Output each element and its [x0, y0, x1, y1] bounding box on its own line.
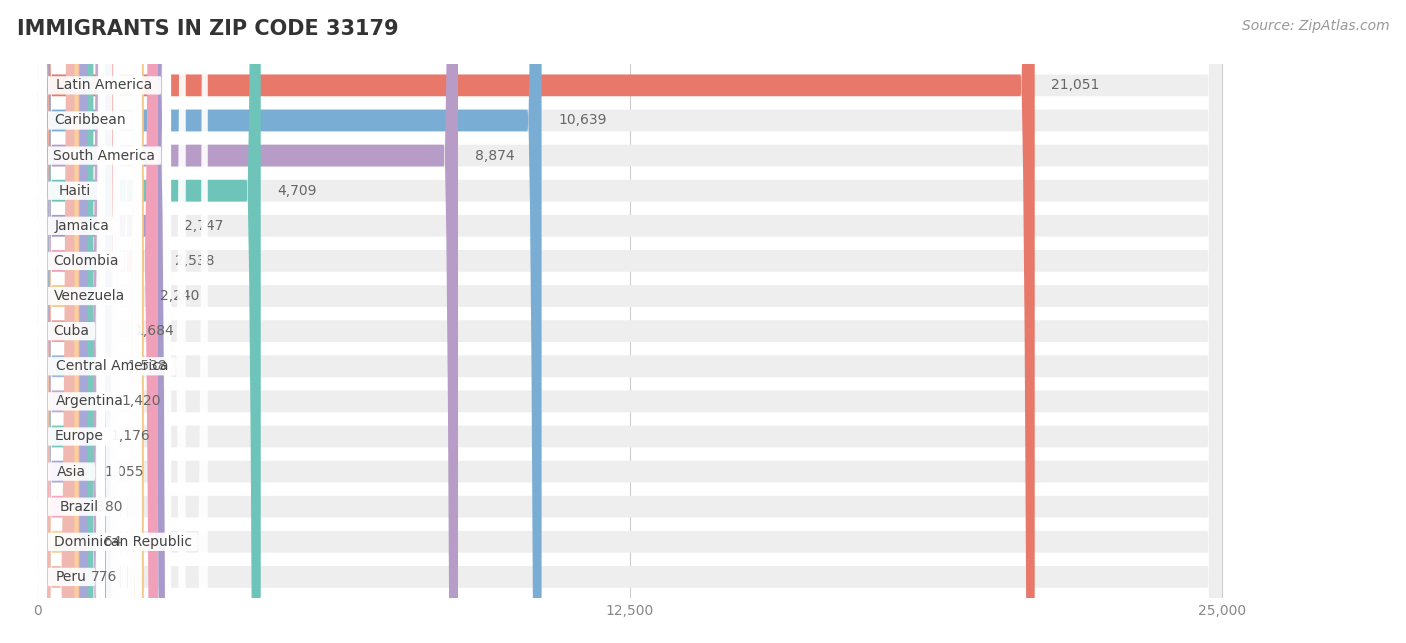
FancyBboxPatch shape	[38, 0, 208, 643]
FancyBboxPatch shape	[38, 0, 186, 643]
Text: 21,051: 21,051	[1052, 78, 1099, 93]
Text: Central America: Central America	[55, 359, 167, 373]
FancyBboxPatch shape	[38, 0, 167, 643]
Text: Venezuela: Venezuela	[53, 289, 125, 303]
Text: Dominican Republic: Dominican Republic	[53, 535, 191, 549]
Text: 8,874: 8,874	[475, 149, 515, 163]
Text: 4,709: 4,709	[277, 184, 316, 197]
FancyBboxPatch shape	[38, 0, 1222, 643]
Text: 880: 880	[96, 500, 122, 514]
FancyBboxPatch shape	[38, 0, 157, 643]
Text: Jamaica: Jamaica	[55, 219, 110, 233]
FancyBboxPatch shape	[38, 0, 143, 643]
FancyBboxPatch shape	[38, 0, 1222, 643]
FancyBboxPatch shape	[38, 0, 458, 643]
Text: Argentina: Argentina	[56, 394, 124, 408]
FancyBboxPatch shape	[38, 0, 120, 643]
FancyBboxPatch shape	[38, 0, 1222, 643]
Text: Latin America: Latin America	[56, 78, 152, 93]
FancyBboxPatch shape	[38, 0, 1222, 643]
FancyBboxPatch shape	[38, 0, 118, 643]
Text: 1,420: 1,420	[121, 394, 162, 408]
Text: Peru: Peru	[56, 570, 87, 584]
Text: 10,639: 10,639	[558, 113, 606, 127]
Text: South America: South America	[53, 149, 156, 163]
Text: IMMIGRANTS IN ZIP CODE 33179: IMMIGRANTS IN ZIP CODE 33179	[17, 19, 398, 39]
Text: Colombia: Colombia	[53, 254, 120, 268]
Text: 2,747: 2,747	[184, 219, 224, 233]
FancyBboxPatch shape	[38, 0, 75, 643]
Text: Caribbean: Caribbean	[53, 113, 125, 127]
Text: Cuba: Cuba	[53, 324, 90, 338]
FancyBboxPatch shape	[38, 0, 260, 643]
FancyBboxPatch shape	[38, 0, 1222, 643]
FancyBboxPatch shape	[38, 0, 112, 643]
FancyBboxPatch shape	[38, 0, 79, 643]
FancyBboxPatch shape	[38, 0, 1222, 643]
Text: 1,055: 1,055	[104, 465, 143, 478]
FancyBboxPatch shape	[38, 0, 172, 643]
FancyBboxPatch shape	[38, 0, 541, 643]
FancyBboxPatch shape	[38, 0, 79, 643]
Text: 2,240: 2,240	[160, 289, 200, 303]
FancyBboxPatch shape	[38, 0, 87, 643]
Text: 1,538: 1,538	[127, 359, 167, 373]
Text: 1,176: 1,176	[110, 430, 150, 444]
FancyBboxPatch shape	[38, 0, 1222, 643]
Text: 776: 776	[91, 570, 118, 584]
FancyBboxPatch shape	[38, 0, 142, 643]
Text: Source: ZipAtlas.com: Source: ZipAtlas.com	[1241, 19, 1389, 33]
Text: Europe: Europe	[55, 430, 103, 444]
Text: 1,684: 1,684	[134, 324, 174, 338]
FancyBboxPatch shape	[38, 0, 1222, 643]
FancyBboxPatch shape	[38, 0, 1222, 643]
FancyBboxPatch shape	[38, 0, 120, 643]
FancyBboxPatch shape	[38, 0, 105, 643]
FancyBboxPatch shape	[38, 0, 111, 643]
Text: 2,538: 2,538	[174, 254, 214, 268]
FancyBboxPatch shape	[38, 0, 105, 643]
FancyBboxPatch shape	[38, 0, 1222, 643]
Text: Brazil: Brazil	[59, 500, 98, 514]
FancyBboxPatch shape	[38, 0, 142, 643]
FancyBboxPatch shape	[38, 0, 135, 643]
FancyBboxPatch shape	[38, 0, 105, 643]
Text: Haiti: Haiti	[59, 184, 91, 197]
FancyBboxPatch shape	[38, 0, 1035, 643]
FancyBboxPatch shape	[38, 0, 1222, 643]
Text: Asia: Asia	[56, 465, 86, 478]
FancyBboxPatch shape	[38, 0, 142, 643]
FancyBboxPatch shape	[38, 0, 105, 643]
FancyBboxPatch shape	[38, 0, 172, 643]
Text: 864: 864	[96, 535, 122, 549]
FancyBboxPatch shape	[38, 0, 1222, 643]
FancyBboxPatch shape	[38, 0, 1222, 643]
FancyBboxPatch shape	[38, 0, 93, 643]
FancyBboxPatch shape	[38, 0, 1222, 643]
FancyBboxPatch shape	[38, 0, 127, 643]
FancyBboxPatch shape	[38, 0, 1222, 643]
